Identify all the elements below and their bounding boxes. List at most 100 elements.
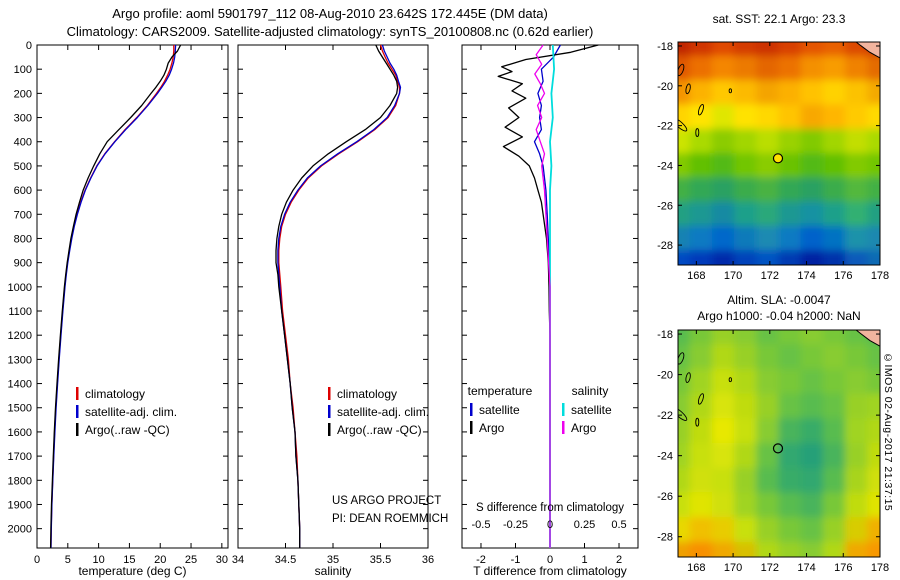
heatmap-cell — [867, 128, 880, 154]
tick-label: 172 — [761, 270, 779, 282]
heatmap-cell — [800, 153, 824, 179]
tick-label: -2 — [476, 554, 486, 566]
tick-label: 1800 — [8, 475, 32, 487]
tick-label: 1600 — [8, 427, 32, 439]
legend-swatch — [562, 421, 565, 434]
heatmap-cell — [711, 153, 736, 179]
heatmap-cell — [689, 177, 713, 203]
heatmap-cell — [678, 128, 691, 154]
heatmap-cell — [689, 492, 713, 519]
heatmap-cell — [711, 344, 736, 370]
heatmap-cell — [678, 344, 691, 370]
tick-label: 20 — [154, 554, 166, 566]
series-satellite-adjusted-climatology — [277, 44, 402, 548]
heatmap-cell — [800, 177, 824, 203]
legend-swatch — [76, 405, 79, 418]
s-axis-label: S difference from climatology — [476, 502, 624, 514]
heatmap-cell — [678, 492, 691, 519]
heatmap-cell — [800, 344, 824, 370]
heatmap-cell — [867, 443, 880, 469]
heatmap-cell — [756, 55, 780, 82]
legend-label: satellite — [479, 403, 520, 417]
heatmap-cell — [800, 393, 824, 420]
heatmap-cell — [711, 492, 736, 519]
tick-label: 176 — [834, 270, 852, 282]
heatmap-cell — [822, 418, 847, 444]
heatmap-cell — [734, 250, 758, 265]
legend-swatch — [328, 387, 331, 400]
heatmap-cell — [778, 153, 802, 179]
tick-label: 25 — [185, 554, 197, 566]
heatmap-cell — [689, 225, 713, 252]
heatmap-cell — [678, 177, 691, 203]
heatmap-cell — [734, 201, 758, 227]
tick-label: 0 — [26, 40, 32, 52]
sla-field — [678, 330, 880, 557]
heatmap-cell — [800, 467, 824, 494]
tick-label: 36 — [422, 554, 434, 566]
sla-map-title: Altim. SLA: -0.0047 — [727, 293, 831, 307]
legend-label: Argo(..raw -QC) — [337, 423, 422, 437]
heatmap-cell — [711, 225, 736, 252]
legend-label: Argo — [479, 421, 505, 435]
tick-label: -26 — [657, 491, 673, 503]
heatmap-cell — [778, 104, 802, 130]
tick-label: 1300 — [8, 354, 32, 366]
tick-label: 500 — [14, 161, 32, 173]
heatmap-cell — [867, 201, 880, 227]
heatmap-cell — [867, 104, 880, 130]
s-axis-tick-label: -0.5 — [471, 519, 490, 531]
legend-swatch — [328, 405, 331, 418]
heatmap-cell — [845, 467, 869, 494]
tick-label: 10 — [92, 554, 104, 566]
heatmap-cell — [734, 517, 758, 543]
argo-float-marker — [772, 443, 784, 454]
heatmap-cell — [822, 42, 847, 57]
heatmap-cell — [867, 393, 880, 420]
heatmap-cell — [867, 250, 880, 265]
sla-map-frame — [677, 329, 881, 558]
series-t-argo-minus-climatology — [497, 44, 599, 548]
heatmap-cell — [689, 393, 713, 420]
temperature-axis-label: temperature (deg C) — [78, 564, 186, 578]
heatmap-cell — [678, 467, 691, 494]
heatmap-cell — [711, 80, 736, 106]
temperature-axes-box — [36, 44, 229, 549]
heatmap-cell — [678, 393, 691, 420]
tick-label: -22 — [657, 410, 673, 422]
sla-map: 168 170 172 174 176 178 -18 -20 -22 -24 -26 -28 — [657, 329, 889, 574]
island-outline — [678, 407, 688, 421]
heatmap-cell — [756, 344, 780, 370]
tick-label: 170 — [724, 562, 742, 574]
heatmap-cell — [778, 42, 802, 57]
legend-label: climatology — [337, 387, 397, 401]
tick-label: 1100 — [8, 306, 32, 318]
heatmap-cell — [689, 42, 713, 57]
heatmap-cell — [867, 153, 880, 179]
heatmap-cell — [734, 330, 758, 346]
legend-label: satellite — [571, 403, 612, 417]
heatmap-cell — [734, 128, 758, 154]
heatmap-cell — [800, 368, 824, 395]
heatmap-cell — [822, 467, 847, 494]
series-t-satellite-minus-climatology — [533, 44, 561, 548]
heatmap-cell — [734, 153, 758, 179]
heatmap-cell — [689, 153, 713, 179]
heatmap-cell — [711, 443, 736, 469]
heatmap-cell — [778, 80, 802, 106]
heatmap-cell — [689, 250, 713, 265]
heatmap-cell — [822, 492, 847, 519]
heatmap-cell — [800, 55, 824, 82]
argo-float-marker — [772, 153, 784, 164]
heatmap-cell — [778, 250, 802, 265]
heatmap-cell — [822, 443, 847, 469]
heatmap-cell — [822, 517, 847, 543]
heatmap-cell — [845, 541, 869, 557]
heatmap-cell — [822, 201, 847, 227]
island-outline — [697, 103, 704, 116]
heatmap-cell — [734, 467, 758, 494]
heatmap-cell — [800, 492, 824, 519]
heatmap-cell — [822, 55, 847, 82]
heatmap-cell — [756, 250, 780, 265]
